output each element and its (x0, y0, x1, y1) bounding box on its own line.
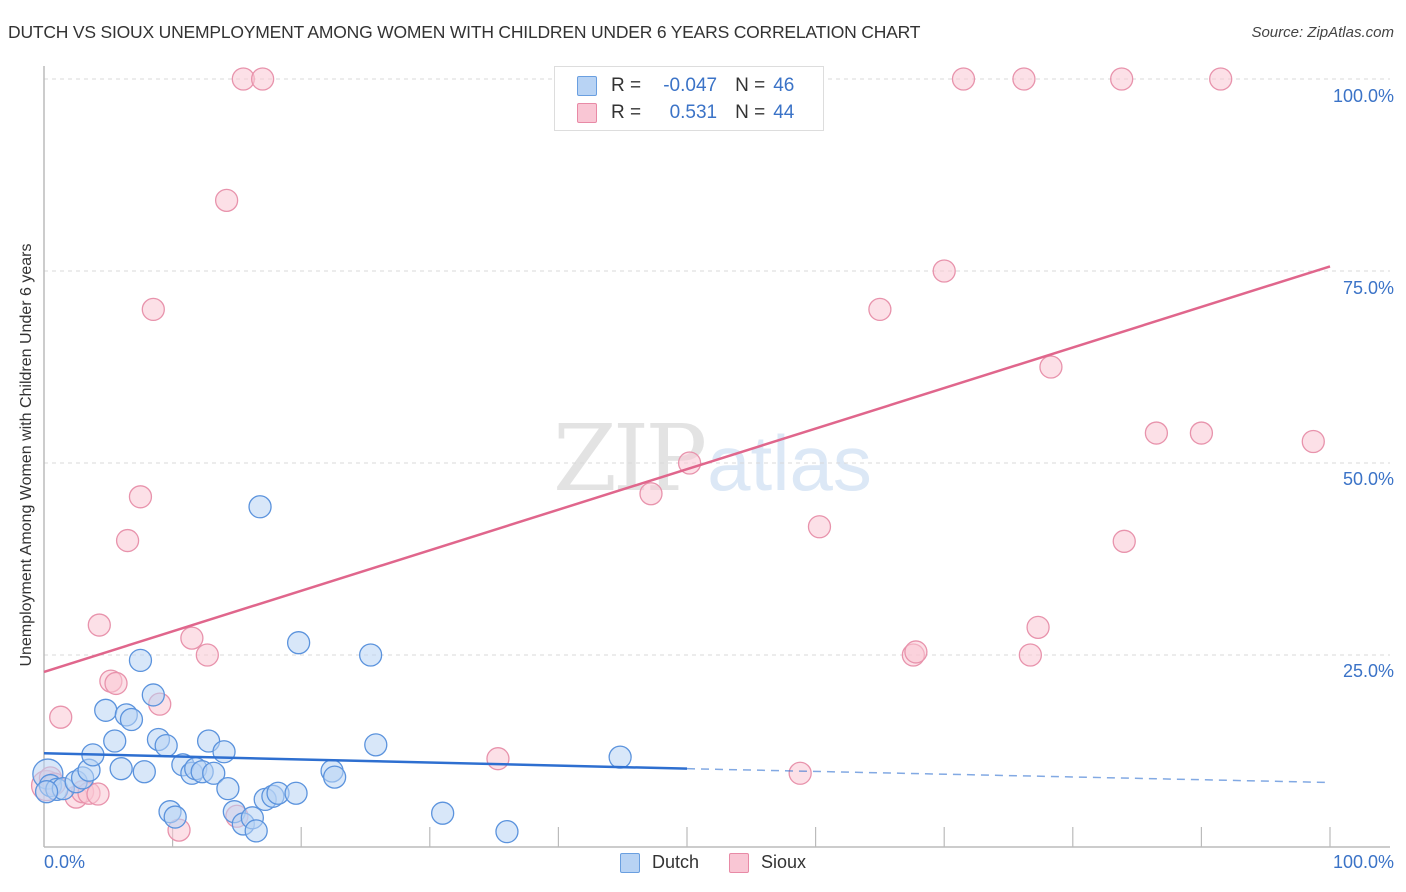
y-tick-100: 100.0% (1332, 86, 1394, 106)
dutch-n-value: 46 (773, 75, 795, 96)
legend-row-dutch: R = -0.047 N = 46 (577, 74, 794, 98)
sioux-legend-swatch-icon (729, 852, 750, 873)
trend-lines (43, 265, 1331, 784)
sioux-n-value: 44 (773, 102, 795, 123)
data-point (1012, 67, 1036, 91)
data-point (86, 782, 110, 806)
data-point (284, 781, 308, 805)
legend-item-sioux[interactable]: Sioux (729, 852, 806, 873)
data-point (141, 297, 165, 322)
dutch-r-label: R = (611, 75, 642, 96)
data-point (214, 188, 239, 212)
dutch-legend-swatch-icon (620, 852, 640, 873)
data-point (1018, 643, 1043, 667)
data-point (154, 733, 178, 758)
sioux-swatch-icon (577, 103, 597, 123)
dutch-swatch-icon (577, 76, 597, 96)
series-legend: Dutch Sioux (620, 852, 836, 873)
sioux-legend-label: Sioux (761, 852, 807, 872)
data-point (49, 705, 73, 729)
data-point (244, 819, 268, 843)
legend-item-dutch[interactable]: Dutch (620, 852, 699, 873)
data-point (248, 495, 272, 519)
data-point (128, 485, 153, 509)
data-point (195, 643, 219, 667)
sioux-r-value: 0.531 (669, 102, 718, 123)
chart-title: DUTCH VS SIOUX UNEMPLOYMENT AMONG WOMEN … (8, 22, 921, 42)
data-point (87, 613, 111, 637)
source-credit: Source: ZipAtlas.com (1251, 24, 1394, 41)
data-point (807, 515, 832, 539)
data-point (358, 643, 383, 667)
data-point (1026, 615, 1050, 640)
data-point (163, 805, 187, 829)
y-tick-25: 25.0% (1342, 661, 1394, 681)
data-point (495, 819, 519, 844)
data-point (1301, 429, 1325, 454)
legend-row-sioux: R = 0.531 N = 44 (577, 101, 794, 125)
data-point (904, 640, 928, 664)
data-point (202, 761, 226, 785)
data-point (608, 745, 632, 769)
data-point (1144, 421, 1169, 445)
sioux-r-label: R = (611, 102, 642, 123)
data-point (94, 698, 118, 722)
data-point (103, 729, 127, 753)
gridlines (44, 78, 1390, 656)
data-point (932, 259, 956, 283)
data-point (322, 765, 347, 789)
data-point (364, 733, 388, 757)
data-point (180, 626, 204, 650)
data-point (431, 801, 455, 825)
sioux-n-label: N = (735, 102, 766, 123)
data-point (1189, 421, 1214, 445)
data-point (286, 631, 311, 655)
correlation-legend: R = -0.047 N = 46 R = 0.531 N = 44 (554, 66, 824, 131)
data-point (677, 451, 702, 475)
data-point (951, 67, 976, 91)
dutch-legend-label: Dutch (652, 852, 700, 872)
sioux-trend-line (43, 265, 1331, 674)
data-point (128, 648, 153, 673)
data-point (250, 67, 275, 91)
dutch-r-value: -0.047 (663, 75, 718, 96)
dutch-n-label: N = (735, 75, 766, 96)
data-point (115, 528, 140, 553)
data-point (104, 671, 128, 696)
data-point (1112, 529, 1136, 553)
data-point (212, 740, 236, 764)
sioux-points (30, 67, 1325, 842)
data-point (1039, 355, 1063, 379)
axes (43, 66, 1390, 848)
data-point (1110, 67, 1134, 91)
x-tick-100: 100.0% (1332, 852, 1394, 872)
data-point (1209, 67, 1233, 91)
data-point (132, 760, 156, 784)
y-tick-75: 75.0% (1342, 278, 1394, 298)
dutch-trend-extension (686, 767, 1331, 784)
data-point (34, 780, 59, 804)
dutch-points (32, 495, 632, 844)
data-point (119, 707, 144, 732)
data-point (788, 761, 812, 785)
data-point (109, 757, 133, 781)
data-point (486, 747, 510, 771)
data-point (141, 683, 165, 707)
dutch-trend-line (43, 752, 688, 770)
y-axis-label: Unemployment Among Women with Children U… (18, 243, 35, 667)
x-tick-0: 0.0% (44, 852, 86, 872)
y-tick-50: 50.0% (1342, 469, 1394, 489)
data-point (639, 482, 663, 506)
data-point (868, 297, 892, 322)
data-point (216, 776, 240, 801)
